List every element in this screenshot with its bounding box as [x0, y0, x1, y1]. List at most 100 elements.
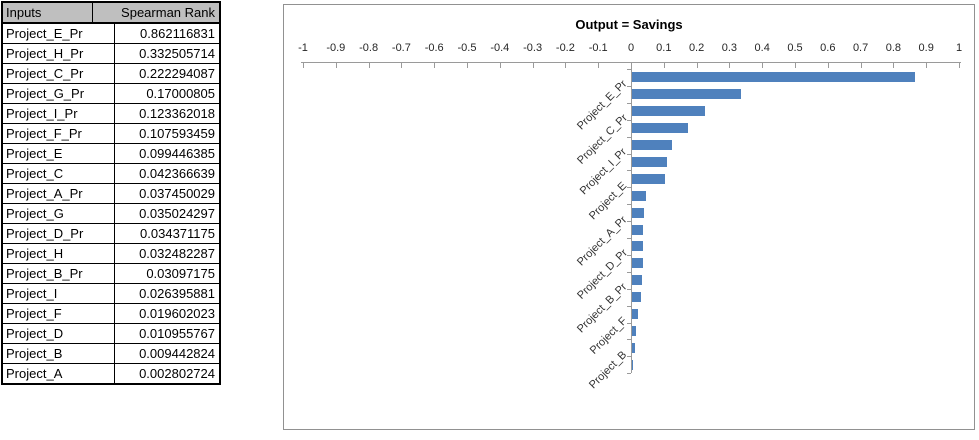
- spearman-value-cell[interactable]: 0.034371175: [140, 226, 215, 241]
- input-name-cell[interactable]: Project_B_Pr: [3, 264, 115, 283]
- table-row[interactable]: Project_F 0.019602023: [3, 304, 219, 324]
- input-name-cell[interactable]: Project_C_Pr: [3, 64, 115, 83]
- spearman-rank-table[interactable]: Inputs Spearman Rank Project_E_Pr 0.86211…: [1, 1, 221, 385]
- spearman-value-cell[interactable]: 0.222294087: [139, 66, 215, 81]
- table-row[interactable]: Project_I 0.026395881: [3, 284, 219, 304]
- value-axis-tick-label: 0.2: [688, 42, 705, 54]
- spearman-value-cell[interactable]: 0.17000805: [146, 86, 215, 101]
- input-name-cell[interactable]: Project_C: [3, 164, 115, 183]
- table-row[interactable]: Project_B 0.009442824: [3, 344, 219, 364]
- value-axis-tick-label: -0.9: [326, 42, 346, 54]
- bar-Project_C[interactable]: [632, 190, 646, 201]
- input-name-cell[interactable]: Project_E: [3, 144, 115, 163]
- value-axis-tick: [795, 62, 796, 68]
- value-axis-tick-label: 0.4: [754, 42, 770, 54]
- table-row[interactable]: Project_F_Pr 0.107593459: [3, 124, 219, 144]
- input-name-cell[interactable]: Project_G_Pr: [3, 84, 115, 103]
- category-axis-tick: [627, 69, 631, 70]
- input-name-cell[interactable]: Project_A: [3, 364, 115, 383]
- value-axis-tick: [401, 62, 403, 68]
- input-name-cell[interactable]: Project_D_Pr: [3, 224, 115, 243]
- value-axis-tick: [303, 62, 304, 68]
- bar-Project_H[interactable]: [632, 258, 643, 269]
- spearman-value-cell[interactable]: 0.019602023: [139, 306, 215, 321]
- input-name-cell[interactable]: Project_D: [3, 324, 115, 343]
- bar-Project_F_Pr[interactable]: [632, 156, 668, 167]
- table-row[interactable]: Project_E_Pr 0.862116831: [3, 24, 219, 44]
- spearman-value-cell[interactable]: 0.123362018: [139, 106, 215, 121]
- spearman-value-cell[interactable]: 0.035024297: [139, 206, 215, 221]
- table-row[interactable]: Project_H_Pr 0.332505714: [3, 44, 219, 64]
- bar-Project_B[interactable]: [632, 342, 636, 353]
- table-row[interactable]: Project_B_Pr 0.03097175: [3, 264, 219, 284]
- value-axis-tick-label: -0.2: [555, 42, 575, 54]
- input-name-cell[interactable]: Project_I: [3, 284, 115, 303]
- spearman-value-cell[interactable]: 0.010955767: [139, 326, 215, 341]
- table-row[interactable]: Project_D_Pr 0.034371175: [3, 224, 219, 244]
- bar-Project_A_Pr[interactable]: [632, 207, 645, 218]
- bar-Project_I_Pr[interactable]: [632, 140, 673, 150]
- input-name-cell[interactable]: Project_H_Pr: [3, 44, 115, 63]
- input-name-cell[interactable]: Project_A_Pr: [3, 184, 115, 203]
- chart-title: Output = Savings: [575, 17, 683, 32]
- bar-Project_D[interactable]: [632, 325, 636, 336]
- bar-Project_E_Pr[interactable]: [632, 72, 915, 83]
- bar-Project_D_Pr[interactable]: [632, 241, 644, 252]
- bar-Project_G_Pr[interactable]: [632, 123, 688, 134]
- table-row[interactable]: Project_C_Pr 0.222294087: [3, 64, 219, 84]
- table-row[interactable]: Project_D 0.010955767: [3, 324, 219, 344]
- category-axis-tick: [627, 136, 631, 138]
- input-name-cell[interactable]: Project_H: [3, 244, 115, 263]
- table-row[interactable]: Project_G_Pr 0.17000805: [3, 84, 219, 104]
- bar-Project_B_Pr[interactable]: [632, 275, 643, 286]
- bar-Project_E[interactable]: [632, 173, 665, 184]
- table-row[interactable]: Project_H 0.032482287: [3, 244, 219, 264]
- table-row[interactable]: Project_C 0.042366639: [3, 164, 219, 184]
- value-axis-tick-label: 1: [955, 42, 963, 54]
- bar-Project_C_Pr[interactable]: [632, 106, 705, 117]
- value-axis-tick: [532, 62, 534, 68]
- spearman-value-cell[interactable]: 0.009442824: [139, 346, 215, 361]
- spearman-value-cell[interactable]: 0.03097175: [146, 266, 215, 281]
- value-axis-tick-label: 0.1: [656, 42, 672, 54]
- bar-Project_F[interactable]: [632, 309, 639, 319]
- value-axis-tick-label: -0.8: [359, 42, 379, 54]
- category-label-Project_B: Project_B: [587, 348, 630, 392]
- value-axis-tick: [631, 62, 632, 68]
- input-name-cell[interactable]: Project_G: [3, 204, 115, 223]
- tornado-chart[interactable]: Output = Savings -1 -0.9 -0.8 -0.7 -0.6 -0.5-…: [283, 4, 975, 430]
- value-axis-tick-label: -0.1: [588, 42, 608, 54]
- bar-Project_H_Pr[interactable]: [632, 89, 742, 100]
- table-row[interactable]: Project_A 0.002802724: [3, 364, 219, 383]
- input-name-cell[interactable]: Project_F: [3, 304, 115, 323]
- bar-Project_I[interactable]: [632, 292, 641, 303]
- spearman-value-cell[interactable]: 0.026395881: [139, 286, 215, 301]
- value-axis-tick: [335, 62, 337, 68]
- table-row[interactable]: Project_A_Pr 0.037450029: [3, 184, 219, 204]
- category-axis-tick: [627, 305, 631, 307]
- table-row[interactable]: Project_G 0.035024297: [3, 204, 219, 224]
- input-name-cell[interactable]: Project_B: [3, 344, 115, 363]
- spearman-value-cell[interactable]: 0.032482287: [139, 246, 215, 261]
- bar-Project_G[interactable]: [632, 224, 644, 235]
- spearman-value-cell[interactable]: 0.099446385: [139, 146, 215, 161]
- spearman-value-cell[interactable]: 0.037450029: [139, 186, 215, 201]
- table-row[interactable]: Project_E 0.099446385: [3, 144, 219, 164]
- input-name-cell[interactable]: Project_E_Pr: [3, 24, 115, 43]
- spearman-value-cell[interactable]: 0.862116831: [140, 26, 215, 41]
- input-name-cell[interactable]: Project_F_Pr: [3, 124, 115, 143]
- input-name-cell[interactable]: Project_I_Pr: [3, 104, 115, 123]
- spearman-value-cell[interactable]: 0.332505714: [139, 46, 215, 61]
- category-axis-tick: [627, 119, 631, 121]
- category-axis-tick: [627, 170, 631, 172]
- spearman-value-cell[interactable]: 0.042366639: [139, 166, 215, 181]
- spearman-value-cell[interactable]: 0.107593459: [139, 126, 215, 141]
- category-axis-tick: [627, 288, 631, 290]
- value-axis-tick-label: -0.6: [424, 42, 444, 54]
- value-axis-tick-label: 0.6: [820, 42, 836, 54]
- value-axis-tick-label: 0.8: [885, 42, 902, 54]
- bar-Project_A[interactable]: [632, 359, 633, 370]
- table-row[interactable]: Project_I_Pr 0.123362018: [3, 104, 219, 124]
- value-axis-tick: [368, 62, 370, 68]
- spearman-value-cell[interactable]: 0.002802724: [139, 366, 215, 381]
